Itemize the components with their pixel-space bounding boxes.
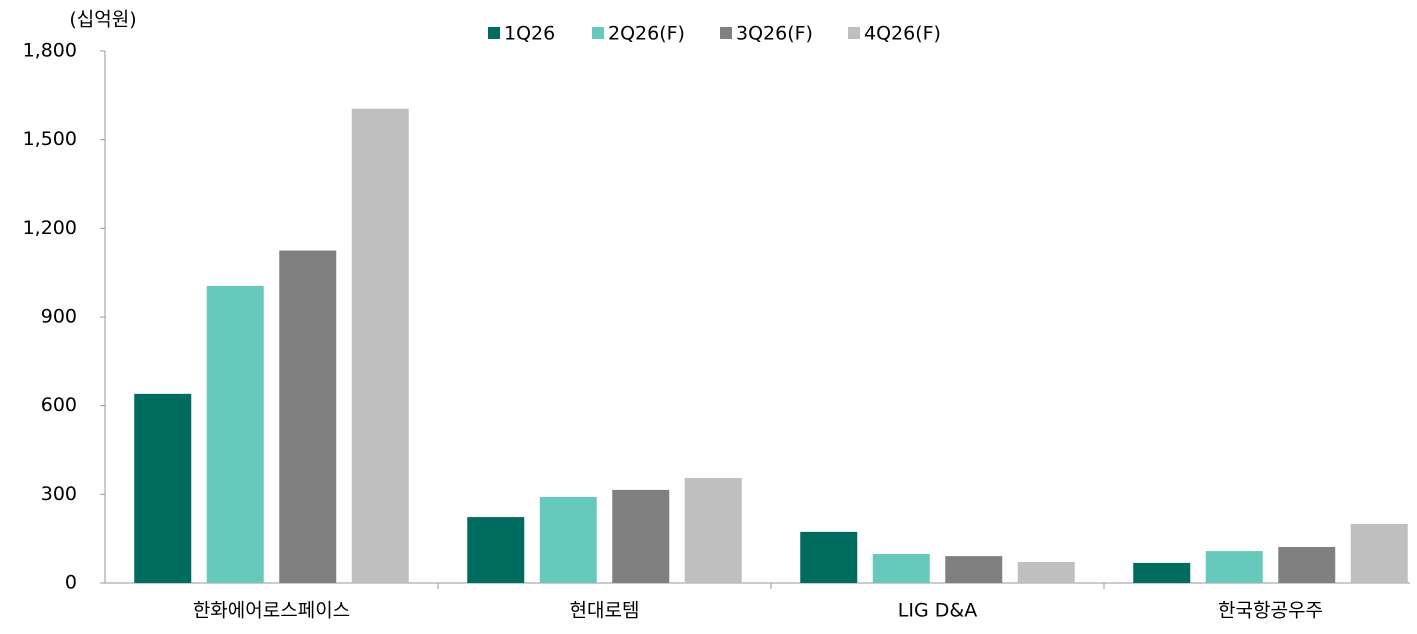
x-tick-label: 한국항공우주 xyxy=(1218,600,1323,622)
bar xyxy=(279,250,337,583)
bar xyxy=(206,285,264,583)
legend-label: 4Q26(F) xyxy=(864,23,941,45)
bar xyxy=(1350,523,1408,583)
y-tick-label: 300 xyxy=(41,483,77,505)
legend-swatch xyxy=(488,27,500,39)
y-tick-label: 0 xyxy=(65,572,77,594)
y-tick-label: 1,800 xyxy=(23,40,77,62)
bar xyxy=(134,393,192,583)
legend-swatch xyxy=(848,27,860,39)
bar xyxy=(1017,562,1075,583)
y-tick-label: 900 xyxy=(41,306,77,328)
bar xyxy=(684,478,742,583)
legend-label: 3Q26(F) xyxy=(736,23,813,45)
bar xyxy=(1205,551,1263,583)
y-axis-label: (십억원) xyxy=(69,9,136,31)
bar xyxy=(945,556,1003,583)
x-tick-label: 한화에어로스페이스 xyxy=(193,600,350,622)
legend-swatch xyxy=(592,27,604,39)
x-tick-label: LIG D&A xyxy=(898,600,977,622)
bar xyxy=(1133,562,1191,583)
y-tick-label: 1,500 xyxy=(23,128,77,150)
bar xyxy=(467,517,525,583)
y-tick-label: 600 xyxy=(41,394,77,416)
legend-label: 1Q26 xyxy=(504,23,555,45)
bar xyxy=(872,554,930,583)
x-tick-label: 현대로템 xyxy=(570,600,640,622)
y-tick-label: 1,200 xyxy=(23,217,77,239)
bar xyxy=(539,496,597,583)
legend-label: 2Q26(F) xyxy=(608,23,685,45)
bar xyxy=(612,489,670,583)
bar xyxy=(351,108,409,583)
bar xyxy=(800,531,858,583)
bar xyxy=(1278,546,1336,583)
legend-swatch xyxy=(720,27,732,39)
